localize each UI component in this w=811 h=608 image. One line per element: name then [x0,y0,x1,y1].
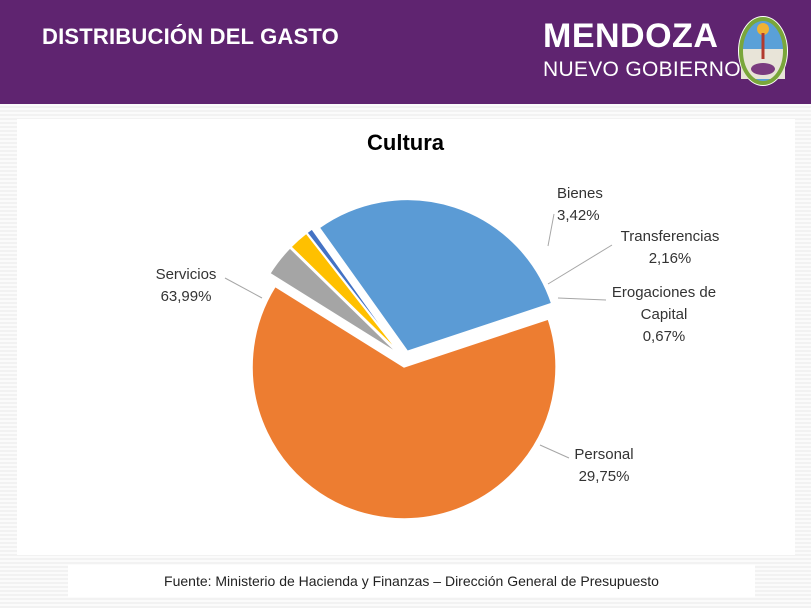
label-personal-name: Personal [574,446,634,463]
source-note: Fuente: Ministerio de Hacienda y Finanza… [68,565,755,597]
pie-slice-personal [318,198,553,353]
label-servicios-name: Servicios [155,266,217,283]
coat-of-arms-icon [738,16,788,86]
label-transferencias-name: Transferencias [620,228,720,245]
leader-line-personal [539,444,570,459]
label-bienes-name: Bienes [557,185,603,202]
leader-line-transferencias [547,244,613,285]
pie-slice-erogaciones-de-capital [305,227,401,354]
label-bienes-value: 3,42% [557,207,600,224]
pie-slice-bienes [268,246,400,355]
pie-slice-servicios [251,285,557,520]
label-transferencias-value: 2,16% [648,250,692,267]
label-servicios: Servicios 63,99% [150,264,222,308]
leader-line-bienes [547,213,555,247]
leader-line-servicios [224,277,263,299]
label-servicios-value: 63,99% [160,288,212,305]
header-bar: DISTRIBUCIÓN DEL GASTO MENDOZA NUEVO GOB… [0,0,811,104]
label-erogaciones-value: 0,67% [642,328,686,345]
label-personal: Personal 29,75% [566,444,642,488]
label-personal-value: 29,75% [578,468,630,485]
brand-subtitle: NUEVO GOBIERNO [543,58,741,81]
label-erogaciones-name-2: Capital [640,306,688,323]
label-transferencias: Transferencias 2,16% [615,226,725,270]
brand-name: MENDOZA [543,17,719,55]
label-erogaciones-name-1: Erogaciones de [611,284,717,301]
chart-title: Cultura [367,130,444,155]
leader-line-erogaciones-de-capital [557,297,607,301]
label-bienes: Bienes 3,42% [557,183,603,227]
label-erogaciones: Erogaciones de Capital 0,67% [604,282,724,348]
page-title: DISTRIBUCIÓN DEL GASTO [42,24,339,49]
